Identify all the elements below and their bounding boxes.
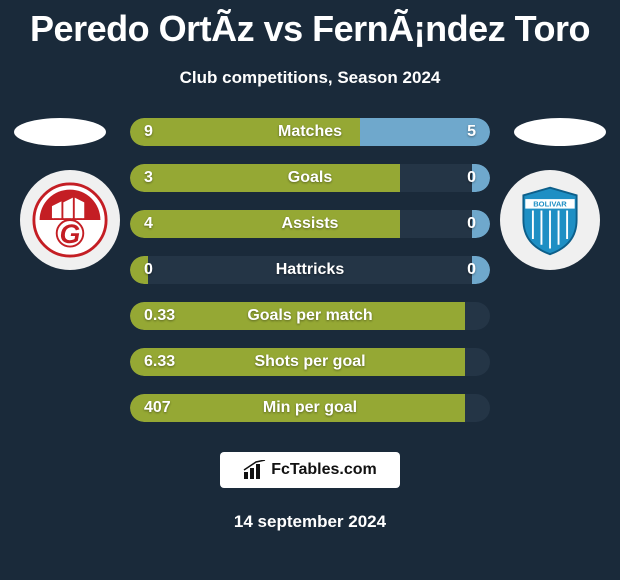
stat-row: 4Assists0 <box>130 210 490 238</box>
stat-value-left: 0.33 <box>144 307 214 325</box>
stat-label: Min per goal <box>214 399 406 417</box>
stat-label: Assists <box>214 215 406 233</box>
stat-value-left: 9 <box>144 123 214 141</box>
chart-icon <box>243 460 267 480</box>
stat-value-left: 3 <box>144 169 214 187</box>
stat-row: 9Matches5 <box>130 118 490 146</box>
stat-label: Matches <box>214 123 406 141</box>
flag-left <box>14 118 106 146</box>
stat-value-right: 5 <box>406 123 476 141</box>
subtitle: Club competitions, Season 2024 <box>0 68 620 88</box>
flag-right <box>514 118 606 146</box>
stat-row: 6.33Shots per goal <box>130 348 490 376</box>
stat-row: 407Min per goal <box>130 394 490 422</box>
stat-label: Hattricks <box>214 261 406 279</box>
stat-label: Goals per match <box>214 307 406 325</box>
stat-label: Goals <box>214 169 406 187</box>
footer-brand: FcTables.com <box>220 452 400 488</box>
stat-value-right: 0 <box>406 261 476 279</box>
comparison-panel: G BOLIVAR 9Matches53Goals04Assists00Hatt… <box>0 118 620 422</box>
svg-text:G: G <box>60 219 81 249</box>
stat-value-left: 4 <box>144 215 214 233</box>
stat-value-left: 0 <box>144 261 214 279</box>
stat-bars: 9Matches53Goals04Assists00Hattricks00.33… <box>130 118 490 422</box>
stat-value-right: 0 <box>406 215 476 233</box>
shield-stripes-icon: BOLIVAR <box>512 182 588 258</box>
footer-brand-text: FcTables.com <box>271 461 377 479</box>
shield-factory-icon: G <box>32 182 108 258</box>
club-badge-left: G <box>20 170 120 270</box>
stat-value-left: 6.33 <box>144 353 214 371</box>
stat-row: 0Hattricks0 <box>130 256 490 284</box>
svg-text:BOLIVAR: BOLIVAR <box>533 200 567 209</box>
stat-value-left: 407 <box>144 399 214 417</box>
page-title: Peredo OrtÃ­z vs FernÃ¡ndez Toro <box>0 0 620 50</box>
club-badge-right: BOLIVAR <box>500 170 600 270</box>
stat-value-right: 0 <box>406 169 476 187</box>
stat-label: Shots per goal <box>214 353 406 371</box>
stat-row: 3Goals0 <box>130 164 490 192</box>
date: 14 september 2024 <box>0 512 620 532</box>
stat-row: 0.33Goals per match <box>130 302 490 330</box>
